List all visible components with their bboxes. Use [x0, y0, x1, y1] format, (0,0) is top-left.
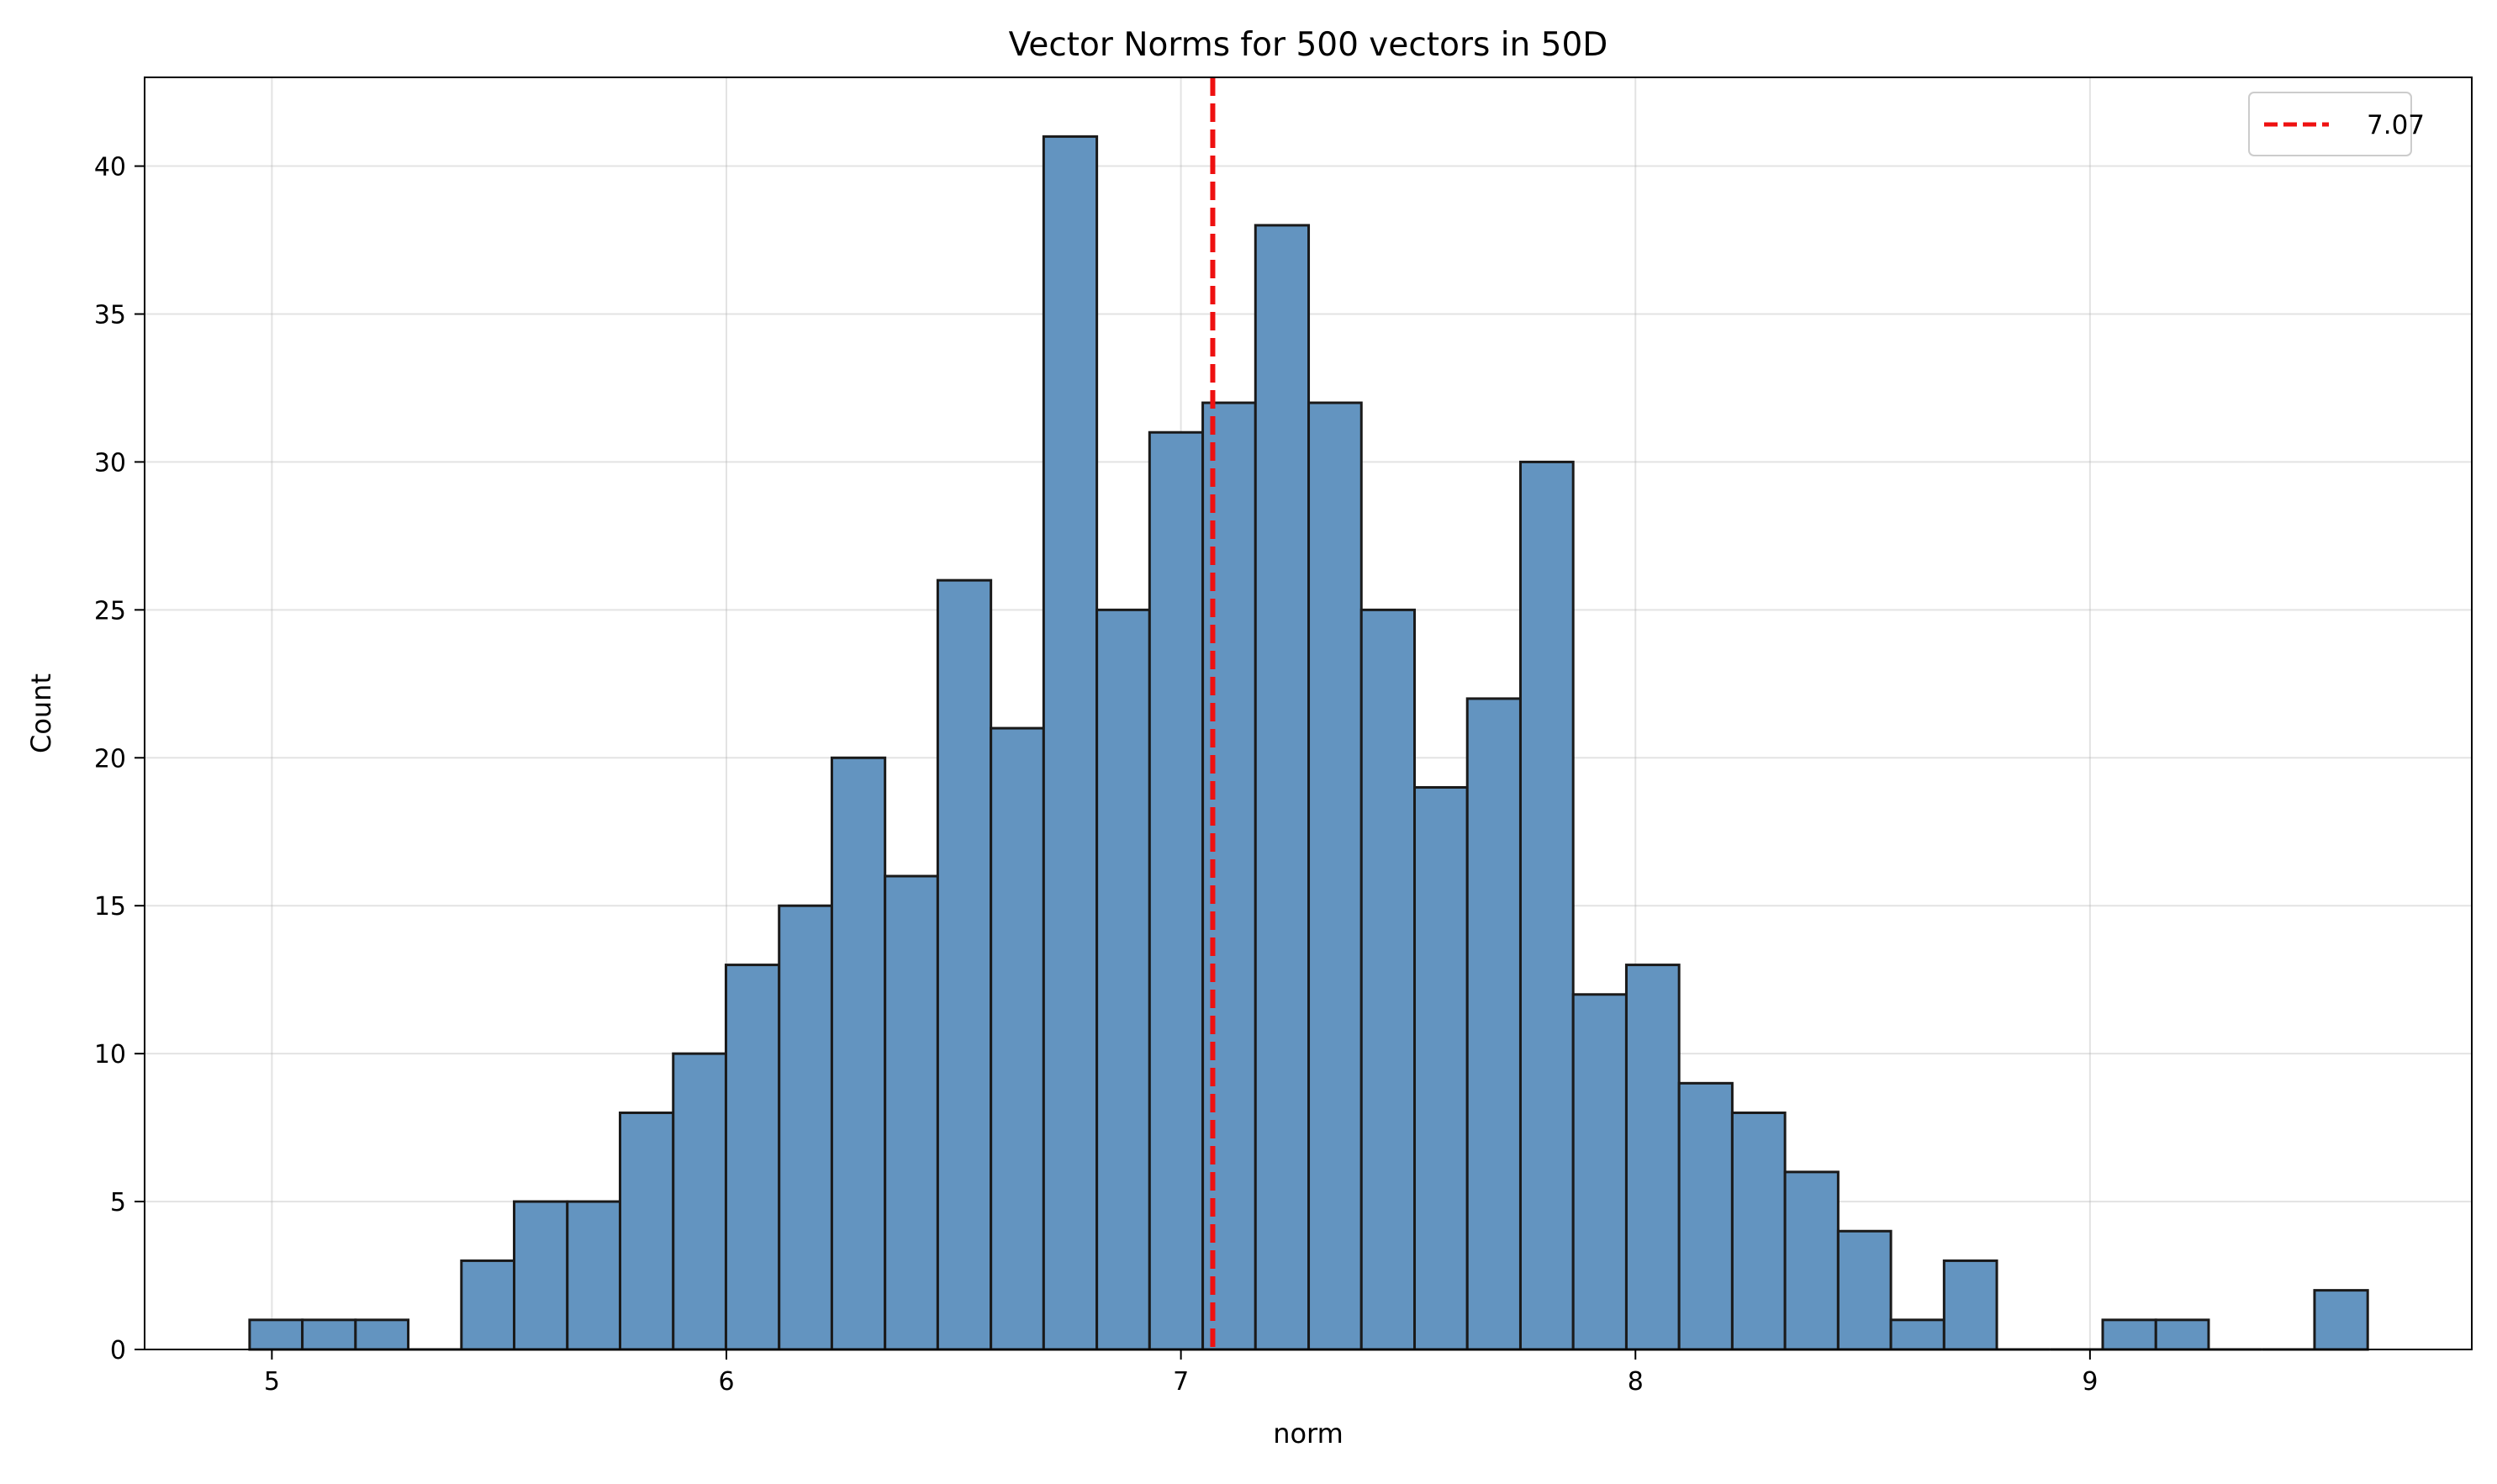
histogram-bar: [248, 1318, 304, 1351]
histogram-bar: [1095, 608, 1151, 1351]
x-tick-label: 9: [2082, 1367, 2098, 1397]
histogram-bar: [2154, 1318, 2210, 1351]
y-tick-label: 15: [94, 892, 126, 922]
histogram-bar: [460, 1259, 516, 1351]
y-tick-label: 25: [94, 596, 126, 626]
histogram-bar: [2313, 1289, 2369, 1351]
y-tick-label: 20: [94, 744, 126, 774]
y-axis-label: Count: [25, 673, 57, 753]
histogram-bar: [1624, 964, 1681, 1351]
x-tick-label: 6: [718, 1367, 734, 1397]
histogram-bar: [724, 964, 781, 1351]
histogram-bar: [1465, 697, 1522, 1351]
y-tick-label: 0: [110, 1336, 126, 1365]
plot-frame: [144, 77, 2473, 1350]
histogram-bar: [1518, 460, 1575, 1351]
histogram-bar: [1571, 993, 1628, 1351]
legend: 7.07: [2248, 92, 2425, 156]
x-tick-label: 8: [1628, 1367, 1644, 1397]
histogram-bar: [1148, 430, 1205, 1351]
histogram-bar: [1677, 1081, 1734, 1351]
histogram-bar: [618, 1112, 675, 1351]
histogram-bar: [566, 1200, 621, 1351]
y-tick-label: 30: [94, 448, 126, 478]
histogram-bar: [1942, 1259, 1998, 1351]
x-tick-label: 7: [1173, 1367, 1189, 1397]
histogram-bar: [1254, 224, 1311, 1351]
histogram-bar: [2101, 1318, 2157, 1351]
y-tick-label: 40: [94, 153, 126, 182]
histogram-bar: [301, 1318, 357, 1351]
y-tick-label: 35: [94, 300, 126, 330]
x-tick-label: 5: [264, 1367, 280, 1397]
histogram-bar: [1730, 1112, 1787, 1351]
legend-label: 7.07: [2367, 110, 2425, 140]
x-axis-label: norm: [1273, 1418, 1344, 1450]
histogram-bar: [778, 904, 833, 1351]
histogram-bar: [354, 1318, 410, 1351]
y-tick-label: 10: [94, 1040, 126, 1069]
histogram-bar: [1783, 1170, 1840, 1351]
histogram-bar: [513, 1200, 569, 1351]
y-axis-ticks: 0 5 10 15 20 25 30 35 40: [94, 153, 145, 1365]
histogram-bar: [1836, 1229, 1893, 1351]
y-tick-label: 5: [110, 1188, 126, 1217]
histogram-bars: [248, 135, 2369, 1351]
histogram-bar: [936, 578, 993, 1351]
histogram-bar: [1042, 135, 1099, 1351]
chart-title: Vector Norms for 500 vectors in 50D: [1009, 26, 1608, 64]
histogram-bar: [1359, 608, 1417, 1351]
histogram-bar: [1413, 785, 1469, 1351]
histogram-bar: [884, 874, 939, 1351]
histogram-bar: [830, 756, 887, 1351]
histogram-bar: [1889, 1318, 1945, 1351]
x-axis-ticks: 5 6 7 8 9: [264, 1349, 2098, 1397]
legend-box: [2248, 92, 2412, 156]
histogram-bar: [990, 726, 1045, 1351]
histogram-bar: [1307, 401, 1363, 1351]
histogram-bar: [672, 1052, 727, 1351]
